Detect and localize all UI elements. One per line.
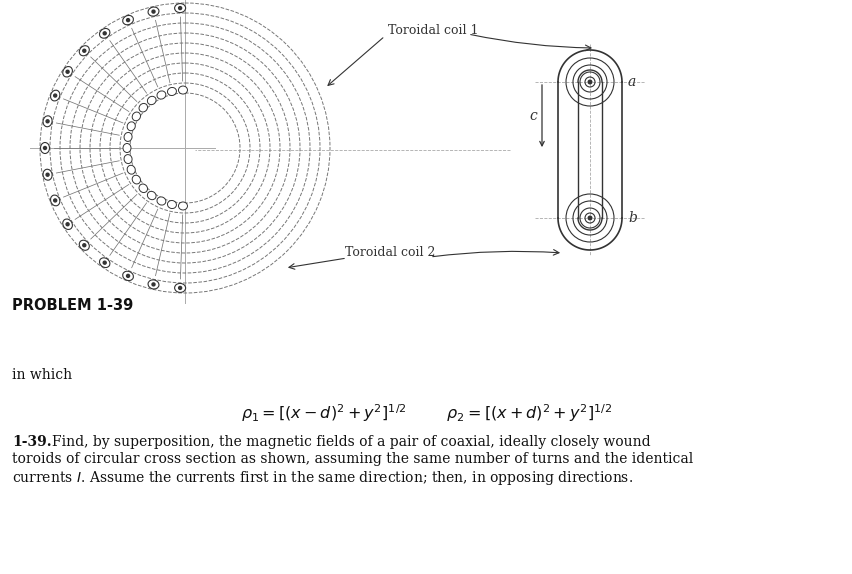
Circle shape: [152, 10, 155, 13]
Ellipse shape: [50, 90, 60, 101]
Ellipse shape: [132, 112, 141, 121]
Ellipse shape: [123, 15, 134, 25]
Ellipse shape: [63, 67, 72, 77]
Circle shape: [43, 146, 47, 149]
Text: toroids of circular cross section as shown, assuming the same number of turns an: toroids of circular cross section as sho…: [12, 452, 694, 466]
Text: $\rho_1 = [(x - d)^2 + y^2]^{1/2}$        $\rho_2 = [(x + d)^2 + y^2]^{1/2}$: $\rho_1 = [(x - d)^2 + y^2]^{1/2}$ $\rho…: [240, 402, 612, 424]
Ellipse shape: [148, 280, 159, 289]
Circle shape: [127, 18, 130, 22]
Ellipse shape: [123, 272, 134, 281]
Ellipse shape: [43, 116, 52, 127]
Text: Toroidal coil 1: Toroidal coil 1: [388, 24, 479, 37]
Circle shape: [179, 286, 181, 289]
Ellipse shape: [50, 195, 60, 206]
Ellipse shape: [127, 165, 135, 174]
Circle shape: [588, 80, 592, 84]
Circle shape: [179, 6, 181, 10]
Circle shape: [54, 199, 57, 202]
Circle shape: [83, 244, 86, 247]
Circle shape: [103, 32, 106, 35]
Ellipse shape: [157, 91, 166, 99]
Text: Toroidal coil 2: Toroidal coil 2: [345, 246, 435, 258]
Ellipse shape: [178, 202, 187, 210]
Text: 1-39.: 1-39.: [12, 435, 52, 449]
Ellipse shape: [175, 3, 186, 13]
Ellipse shape: [147, 96, 156, 104]
Ellipse shape: [100, 29, 110, 38]
Circle shape: [103, 261, 106, 264]
Circle shape: [127, 274, 130, 277]
Circle shape: [83, 49, 86, 52]
Ellipse shape: [139, 184, 147, 192]
Ellipse shape: [79, 240, 89, 250]
Circle shape: [54, 94, 57, 97]
Ellipse shape: [178, 86, 187, 94]
Ellipse shape: [148, 7, 159, 16]
Circle shape: [46, 173, 49, 176]
Ellipse shape: [123, 144, 131, 153]
Ellipse shape: [41, 142, 49, 153]
Circle shape: [66, 70, 69, 73]
Ellipse shape: [63, 219, 72, 230]
Ellipse shape: [79, 46, 89, 56]
Ellipse shape: [124, 154, 132, 164]
Circle shape: [152, 283, 155, 286]
Ellipse shape: [168, 200, 176, 208]
Ellipse shape: [127, 122, 135, 131]
Text: c: c: [529, 109, 537, 123]
Text: currents $I$. Assume the currents first in the same direction; then, in opposing: currents $I$. Assume the currents first …: [12, 469, 633, 487]
Ellipse shape: [132, 175, 141, 184]
Text: Find, by superposition, the magnetic fields of a pair of coaxial, ideally closel: Find, by superposition, the magnetic fie…: [52, 435, 651, 449]
Text: PROBLEM 1-39: PROBLEM 1-39: [12, 298, 133, 313]
Text: a: a: [628, 75, 636, 89]
Text: in which: in which: [12, 368, 72, 382]
Ellipse shape: [147, 191, 156, 200]
Ellipse shape: [157, 197, 166, 205]
Text: b: b: [628, 211, 637, 225]
Ellipse shape: [168, 87, 176, 95]
Ellipse shape: [175, 284, 186, 292]
Ellipse shape: [124, 133, 132, 141]
Circle shape: [46, 120, 49, 123]
Circle shape: [588, 216, 592, 220]
Ellipse shape: [43, 169, 52, 180]
Ellipse shape: [100, 258, 110, 267]
Ellipse shape: [139, 103, 147, 112]
Circle shape: [66, 223, 69, 226]
